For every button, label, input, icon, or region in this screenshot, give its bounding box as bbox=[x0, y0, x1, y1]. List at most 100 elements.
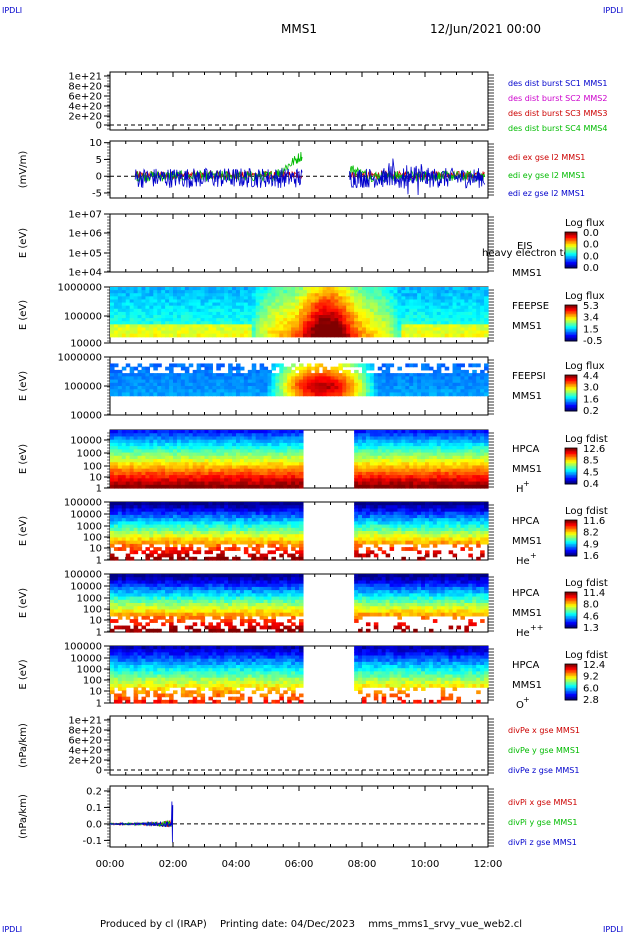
spectrogram-cell bbox=[413, 311, 418, 316]
spectrogram-cell bbox=[401, 389, 406, 394]
spectrogram-cell bbox=[255, 293, 261, 297]
spectrogram-cell bbox=[460, 433, 465, 438]
spectrogram-cell bbox=[165, 299, 170, 304]
spectrogram-cell bbox=[330, 369, 336, 374]
spectrogram-cell bbox=[232, 333, 237, 338]
spectrogram-cell bbox=[157, 430, 162, 434]
spectrogram-cell bbox=[239, 330, 245, 335]
spectrogram-cell bbox=[184, 505, 190, 510]
spectrogram-cell bbox=[397, 327, 402, 332]
spectrogram-cell bbox=[283, 459, 288, 463]
spectrogram-cell bbox=[121, 296, 127, 301]
spectrogram-cell bbox=[133, 468, 139, 473]
spectrogram-cell bbox=[318, 287, 324, 291]
spectrogram-cell bbox=[157, 556, 162, 561]
spectrogram-cell bbox=[125, 537, 131, 542]
spectrogram-cell bbox=[381, 305, 387, 310]
spectrogram-cell bbox=[161, 462, 166, 467]
spectrogram-cell bbox=[165, 287, 170, 291]
spectrogram-cell bbox=[369, 389, 375, 394]
spectrogram-cell bbox=[165, 540, 170, 545]
spectrogram-cell bbox=[460, 478, 465, 483]
spectrogram-cell bbox=[318, 311, 324, 316]
spectrogram-cell bbox=[121, 333, 127, 338]
spectrogram-cell bbox=[141, 389, 147, 394]
spectrogram-cell bbox=[354, 305, 359, 310]
spectrogram-cell bbox=[255, 296, 261, 301]
spectrogram-cell bbox=[425, 430, 430, 434]
spectrogram-cell bbox=[129, 465, 135, 470]
spectrogram-cell bbox=[397, 392, 402, 397]
spectrogram-cell bbox=[117, 455, 123, 460]
spectrogram-cell bbox=[255, 449, 261, 454]
spectrogram-cell bbox=[373, 293, 379, 297]
spectrogram-cell bbox=[480, 287, 485, 291]
spectrogram-cell bbox=[117, 446, 123, 450]
spectrogram-cell bbox=[373, 330, 379, 335]
spectrogram-cell bbox=[330, 376, 336, 381]
spectrogram-cell bbox=[149, 436, 154, 441]
spectrogram-cell bbox=[365, 462, 371, 467]
spectrogram-cell bbox=[393, 321, 399, 325]
spectrogram-cell bbox=[239, 321, 245, 325]
spectrogram-cell bbox=[125, 311, 131, 316]
spectrogram-cell bbox=[204, 452, 210, 457]
spectrogram-cell bbox=[180, 524, 186, 529]
spectrogram-cell bbox=[421, 311, 426, 316]
spectrogram-cell bbox=[468, 478, 473, 483]
spectrogram-cell bbox=[200, 315, 206, 319]
spectrogram-cell bbox=[476, 311, 481, 316]
spectrogram-cell bbox=[334, 373, 339, 377]
spectrogram-cell bbox=[247, 471, 253, 476]
spectrogram-cell bbox=[314, 311, 320, 316]
spectrogram-cell bbox=[153, 290, 158, 294]
spectrogram-cell bbox=[149, 321, 154, 325]
spectrogram-cell bbox=[365, 481, 371, 486]
spectrogram-cell bbox=[365, 330, 371, 335]
spectrogram-cell bbox=[161, 324, 166, 329]
spectrogram-cell bbox=[157, 478, 162, 483]
colorbar-cell bbox=[565, 256, 577, 258]
spectrogram-cell bbox=[228, 455, 233, 460]
spectrogram-cell bbox=[243, 302, 249, 307]
spectrogram-cell bbox=[369, 290, 375, 294]
spectrogram-cell bbox=[369, 465, 375, 470]
spectrogram-cell bbox=[476, 315, 481, 319]
spectrogram-cell bbox=[365, 468, 371, 473]
spectrogram-cell bbox=[263, 305, 269, 310]
spectrogram-cell bbox=[200, 308, 206, 313]
spectrogram-cell bbox=[326, 318, 332, 322]
spectrogram-cell bbox=[381, 290, 387, 294]
spectrogram-cell bbox=[350, 382, 355, 387]
spectrogram-cell bbox=[141, 433, 147, 438]
spectrogram-cell bbox=[145, 382, 150, 387]
spectrogram-cell bbox=[137, 462, 143, 467]
spectrogram-cell bbox=[176, 287, 182, 291]
spectrogram-cell bbox=[306, 296, 312, 301]
spectrogram-cell bbox=[275, 465, 280, 470]
spectrogram-cell bbox=[259, 305, 265, 310]
spectrogram-cell bbox=[212, 465, 217, 470]
spectrogram-cell bbox=[236, 436, 241, 441]
spectrogram-cell bbox=[413, 296, 418, 301]
spectrogram-cell bbox=[464, 433, 469, 438]
spectrogram-cell bbox=[377, 330, 383, 335]
spectrogram-cell bbox=[247, 449, 253, 454]
spectrogram-cell bbox=[480, 462, 485, 467]
eis-ytick-label: 1e+05 bbox=[68, 249, 102, 260]
spectrogram-cell bbox=[314, 324, 320, 329]
spectrogram-cell bbox=[358, 296, 363, 301]
spectrogram-cell bbox=[393, 430, 399, 434]
spectrogram-cell bbox=[314, 296, 320, 301]
spectrogram-cell bbox=[137, 505, 143, 510]
spectrogram-cell bbox=[110, 290, 115, 294]
spectrogram-cell bbox=[255, 324, 261, 329]
spectrogram-cell bbox=[302, 321, 308, 325]
spectrogram-cell bbox=[176, 308, 182, 313]
spectrogram-cell bbox=[480, 376, 485, 381]
spectrogram-cell bbox=[192, 379, 198, 384]
spectrogram-cell bbox=[283, 318, 288, 322]
spectrogram-cell bbox=[425, 305, 430, 310]
spectrogram-cell bbox=[464, 311, 469, 316]
spectrogram-cell bbox=[389, 455, 395, 460]
